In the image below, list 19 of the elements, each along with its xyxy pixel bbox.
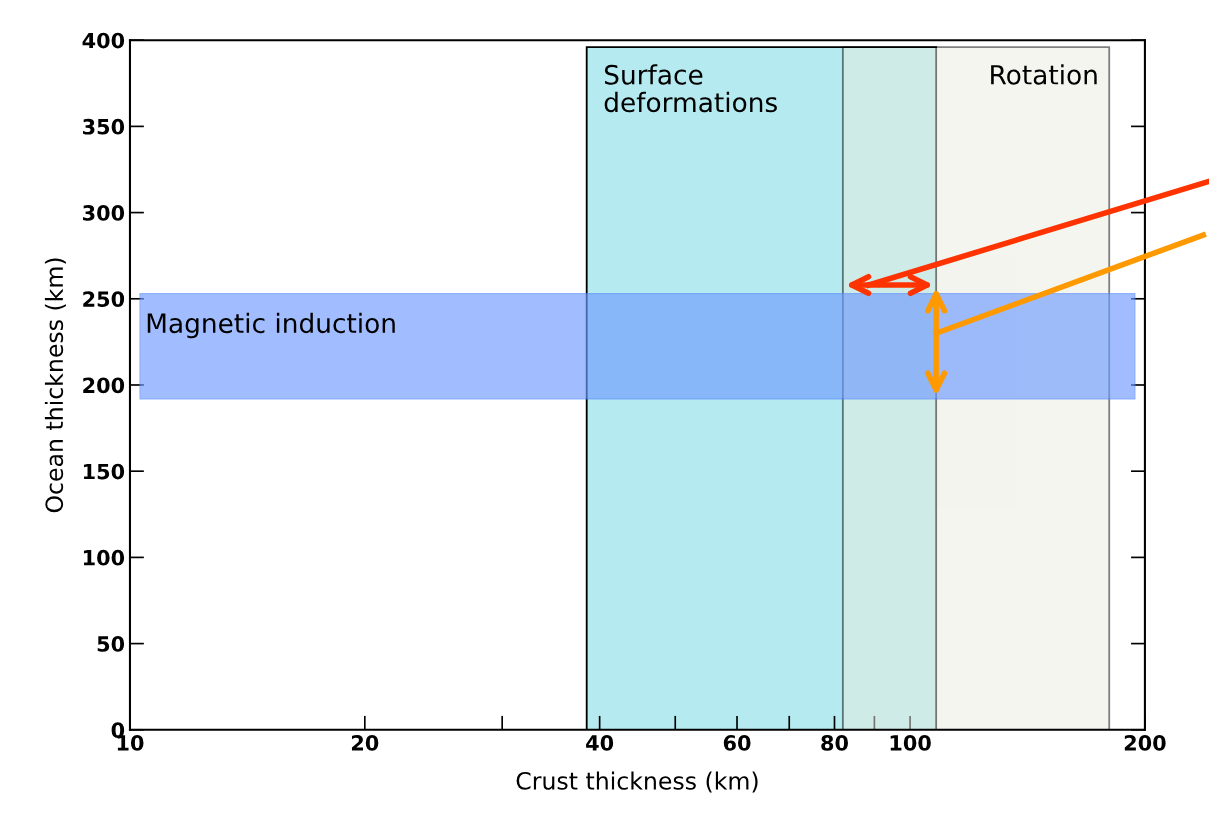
- y-tick-label: 200: [83, 377, 125, 394]
- x-tick-label: 200: [1124, 735, 1166, 751]
- x-tick-label: 100: [890, 735, 931, 751]
- x-tick-label: 40: [586, 735, 614, 751]
- y-tick-label: 150: [83, 463, 125, 480]
- y-tick-label: 300: [83, 205, 125, 221]
- band-label: Rotation: [991, 64, 1097, 85]
- y-tick-label: 350: [83, 118, 125, 135]
- band-label: Magnetic induction: [147, 312, 395, 339]
- y-axis-title: Ocean thickness (km): [44, 258, 66, 513]
- y-tick-label: 100: [83, 549, 125, 566]
- y-tick-label: 400: [82, 32, 125, 49]
- y-tick-label: 50: [97, 636, 125, 652]
- x-tick-label: 60: [723, 735, 751, 751]
- band-label: Surface deformations: [604, 64, 777, 113]
- x-axis-title: Crust thickness (km): [516, 771, 758, 793]
- y-tick-label: 250: [83, 291, 125, 307]
- x-tick-label: 20: [351, 735, 379, 751]
- x-tick-label: 80: [821, 735, 848, 751]
